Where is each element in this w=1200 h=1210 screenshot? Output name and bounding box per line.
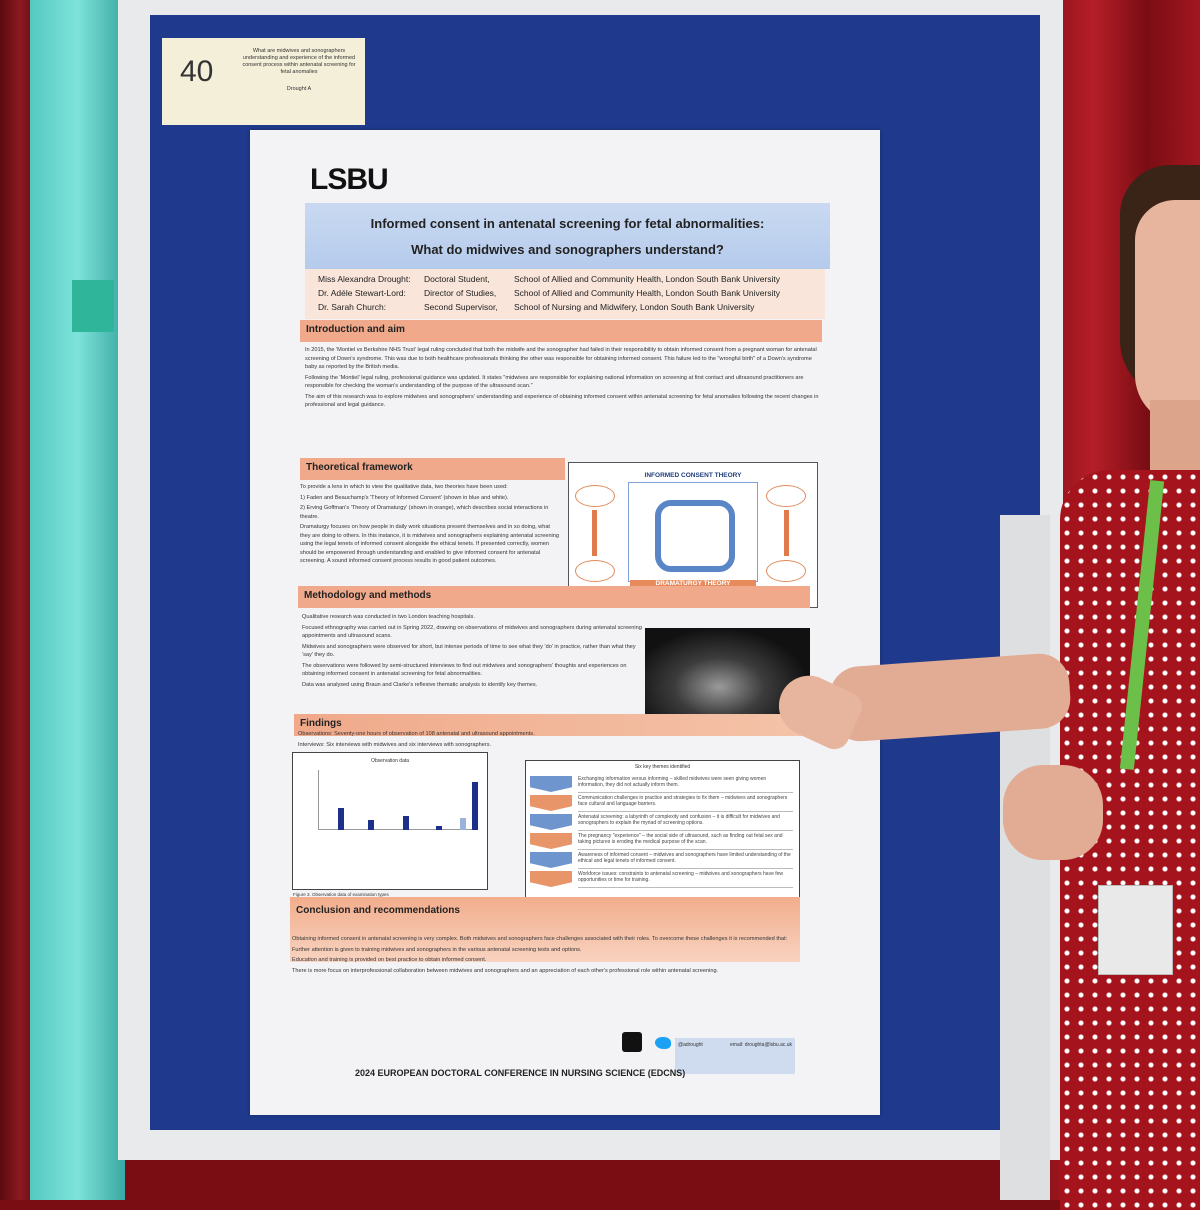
face bbox=[1135, 200, 1200, 425]
twitter-icon bbox=[655, 1037, 671, 1049]
paragraph: Observations: Seventy-one hours of obser… bbox=[298, 731, 535, 737]
paragraph: 1) Faden and Beauchamp's 'Theory of Info… bbox=[300, 494, 509, 501]
theme-text: Workforce issues: constraints to antenat… bbox=[578, 871, 793, 888]
contact-band bbox=[675, 1038, 795, 1074]
section-heading: Introduction and aim bbox=[300, 320, 822, 342]
author-affiliation: School of Nursing and Midwifery, London … bbox=[514, 302, 755, 312]
orange-arrow bbox=[592, 510, 597, 556]
paragraph: Further attention is given to training m… bbox=[292, 946, 582, 953]
paragraph: Education and training is provided on be… bbox=[292, 957, 487, 963]
section-heading: Findings bbox=[294, 714, 806, 736]
node-circle bbox=[575, 485, 615, 507]
node-circle bbox=[766, 485, 806, 507]
theme-chevron bbox=[530, 871, 572, 887]
node-circle bbox=[766, 560, 806, 582]
paragraph: The aim of this research was to explore … bbox=[305, 393, 819, 409]
x-icon bbox=[622, 1032, 642, 1052]
section-heading: Conclusion and recommendations bbox=[290, 897, 800, 962]
section-heading: Theoretical framework bbox=[300, 458, 565, 480]
paragraph: Focused ethnography was carried out in S… bbox=[302, 624, 642, 640]
chart-bar bbox=[472, 782, 478, 830]
paragraph: The observations were followed by semi-s… bbox=[302, 662, 627, 678]
hand bbox=[1003, 765, 1103, 860]
paragraph: Following the 'Montiel' legal ruling, pr… bbox=[305, 374, 804, 390]
orange-arrow bbox=[784, 510, 789, 556]
author-affiliation: School of Allied and Community Health, L… bbox=[514, 288, 781, 298]
paragraph: To provide a lens in which to view the q… bbox=[300, 484, 508, 490]
theme-text: Antenatal screening: a labyrinth of comp… bbox=[578, 814, 793, 831]
figure-title: INFORMED CONSENT THEORY bbox=[630, 472, 756, 479]
paragraph: There is more focus on interprofessional… bbox=[292, 967, 719, 974]
chart-bar bbox=[338, 808, 344, 830]
chart-axis bbox=[318, 770, 478, 830]
label-number: 40 bbox=[180, 55, 214, 88]
theme-chevron bbox=[530, 852, 572, 868]
author-role: Director of Studies, bbox=[424, 288, 497, 298]
theme-text: Awareness of informed consent – midwives… bbox=[578, 852, 793, 869]
paragraph: In 2015, the 'Montiel vs Berkshire NHS T… bbox=[305, 347, 817, 370]
themes-title: Six key themes identified bbox=[634, 764, 691, 770]
author-role: Second Supervisor, bbox=[424, 302, 498, 312]
author-name: Dr. Adéle Stewart-Lord: bbox=[318, 288, 406, 298]
theme-chevron bbox=[530, 833, 572, 849]
exit-sign bbox=[72, 280, 114, 332]
poster-logo: LSBU bbox=[310, 163, 388, 196]
figure-title: DRAMATURGY THEORY bbox=[630, 580, 756, 587]
node-circle bbox=[575, 560, 615, 582]
paragraph: Midwives and sonographers were observed … bbox=[302, 643, 636, 659]
paragraph: 2) Erving Goffman's 'Theory of Dramaturg… bbox=[300, 505, 549, 520]
theme-text: Exchanging information versus informing … bbox=[578, 776, 793, 793]
chart-figure bbox=[292, 752, 488, 890]
chart-bar bbox=[368, 820, 374, 830]
paragraph: Interviews: Six interviews with midwives… bbox=[298, 741, 492, 748]
badge bbox=[1098, 885, 1173, 975]
theme-chevron bbox=[530, 814, 572, 830]
author-name: Dr. Sarah Church: bbox=[318, 302, 387, 312]
chart-bar bbox=[436, 826, 442, 830]
methods-text: Qualitative research was conducted in tw… bbox=[302, 613, 642, 713]
author-role: Doctoral Student, bbox=[424, 274, 490, 284]
cycle-arrow bbox=[655, 500, 735, 572]
paragraph: Obtaining informed consent in antenatal … bbox=[292, 936, 788, 942]
label-title: What are midwives and sonographers under… bbox=[242, 48, 356, 75]
author-affiliation: School of Allied and Community Health, L… bbox=[514, 274, 781, 284]
chart-title: Observation data bbox=[370, 758, 410, 764]
intro-text: In 2015, the 'Montiel vs Berkshire NHS T… bbox=[305, 346, 820, 446]
theme-text: The pregnancy "experience" – the social … bbox=[578, 833, 793, 850]
authors-box bbox=[305, 269, 825, 319]
label-card bbox=[162, 38, 365, 125]
section-heading: Methodology and methods bbox=[298, 586, 810, 608]
figure-caption: Figure 3. Observation data of examinatio… bbox=[293, 892, 389, 897]
poster-title-line1: Informed consent in antenatal screening … bbox=[370, 216, 765, 231]
email: email: droughta@lsbu.ac.uk bbox=[730, 1042, 793, 1048]
conclusion-text: Obtaining informed consent in antenatal … bbox=[292, 935, 797, 1013]
twitter-handle: @adrought bbox=[678, 1042, 703, 1048]
findings-text: Observations: Seventy-one hours of obser… bbox=[298, 730, 798, 752]
poster-title-line2: What do midwives and sonographers unders… bbox=[411, 242, 724, 257]
theme-chevron bbox=[530, 795, 572, 811]
author-name: Miss Alexandra Drought: bbox=[318, 274, 411, 284]
conference: 2024 EUROPEAN DOCTORAL CONFERENCE IN NUR… bbox=[355, 1068, 686, 1078]
theory-text: To provide a lens in which to view the q… bbox=[300, 483, 562, 588]
chart-bar bbox=[460, 818, 466, 830]
light-wall bbox=[30, 0, 125, 1200]
label-author: Drought A bbox=[286, 86, 312, 92]
title-box bbox=[305, 203, 830, 269]
paragraph: Dramaturgy focuses on how people in dail… bbox=[300, 524, 560, 564]
paragraph: Data was analysed using Braun and Clarke… bbox=[302, 681, 538, 688]
theme-text: Communication challenges in practice and… bbox=[578, 795, 793, 812]
paragraph: Qualitative research was conducted in tw… bbox=[302, 614, 475, 620]
chart-bar bbox=[403, 816, 409, 830]
theme-chevron bbox=[530, 776, 572, 792]
